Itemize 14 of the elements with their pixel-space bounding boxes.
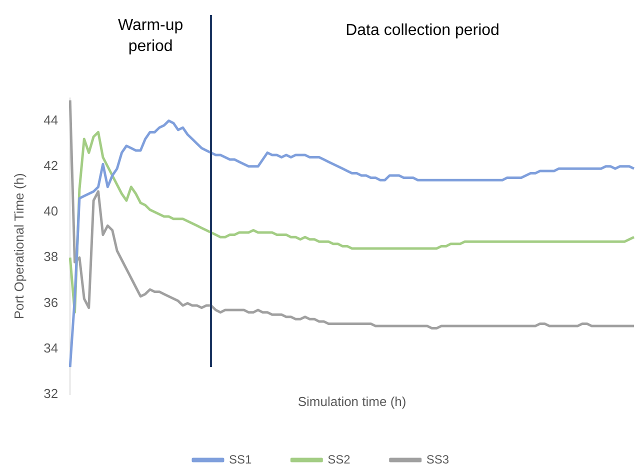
legend-label: SS1 bbox=[228, 452, 252, 466]
y-tick-label: 42 bbox=[44, 158, 58, 173]
y-tick-label: 32 bbox=[44, 386, 58, 401]
y-tick-label: 44 bbox=[44, 112, 58, 128]
y-tick-label: 40 bbox=[44, 204, 58, 219]
y-axis-title: Port Operational Time (h) bbox=[11, 173, 26, 320]
y-tick-label: 34 bbox=[44, 340, 58, 356]
text: Data collection period bbox=[346, 22, 500, 39]
legend-label: SS3 bbox=[426, 452, 450, 466]
y-tick-label: 36 bbox=[44, 294, 58, 310]
text: Warm-up period bbox=[118, 17, 184, 55]
x-axis-title: Simulation time (h) bbox=[298, 394, 406, 409]
legend-label: SS2 bbox=[328, 452, 351, 466]
y-tick-label: 38 bbox=[44, 249, 58, 264]
